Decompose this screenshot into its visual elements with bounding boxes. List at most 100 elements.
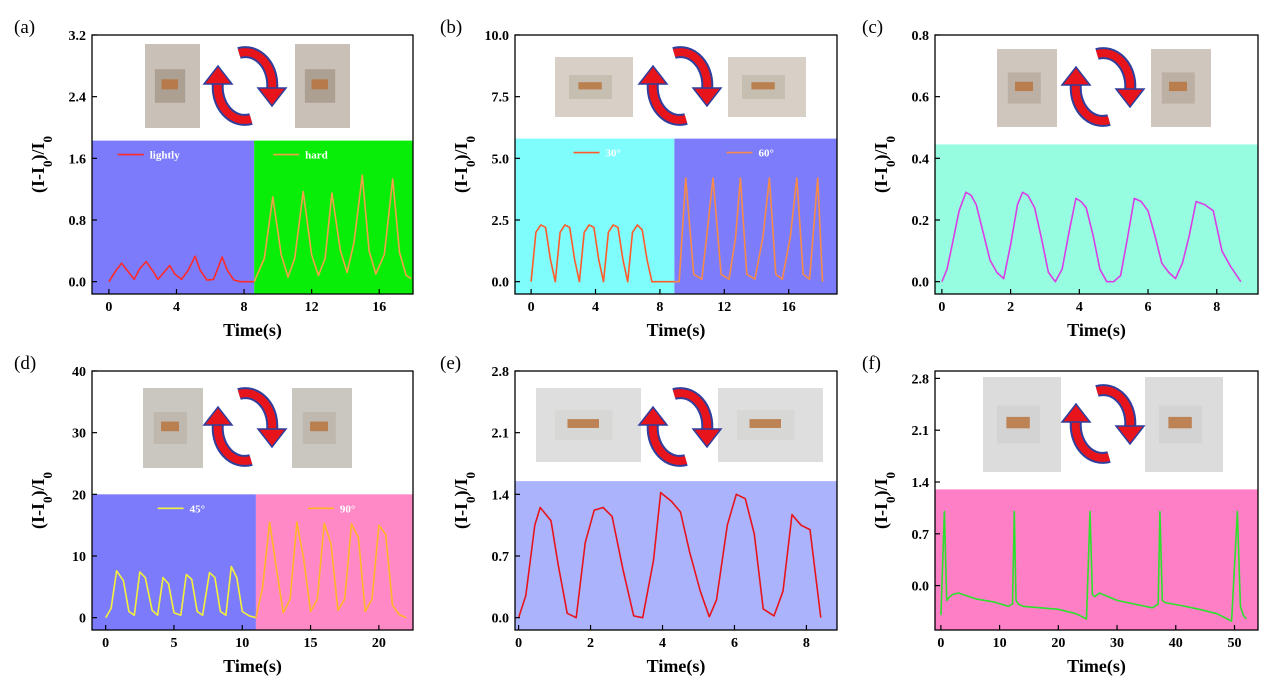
y-tick-label: 0.0 <box>492 612 510 627</box>
y-axis-title-subscript: 0 <box>40 472 55 479</box>
cycle-arrow-head <box>1114 425 1146 446</box>
y-tick-label: 0.0 <box>912 580 930 595</box>
x-tick-label: 2 <box>1007 300 1014 315</box>
sensor-flat-photo-sensor <box>1006 416 1030 429</box>
x-tick-label: 5 <box>170 636 177 651</box>
y-axis-title: (I-I0)/I0 <box>871 136 898 193</box>
x-tick-label: 16 <box>782 300 796 315</box>
cycle-arrow-head <box>202 64 234 85</box>
cycle-arrow-body <box>672 48 712 91</box>
cycle-arrow-head <box>202 405 234 426</box>
plot-frame <box>514 370 838 631</box>
chart-panel: (f) 0 10 20 30 40 50 0.0 0.7 1.4 2.1 2.8 Time(s) (I-I… <box>862 353 1259 677</box>
y-axis-title: (I-I0)/I0 <box>871 472 898 529</box>
y-tick-label: 0.8 <box>912 29 930 44</box>
y-axis-title-part: )/I <box>28 479 49 497</box>
x-tick-label: 4 <box>173 300 180 315</box>
cycle-arrow-head <box>1060 65 1092 86</box>
chart-panel: (b) 30° 60° 0 4 8 12 16 0.0 2.5 5.0 7.5 10.0 Time(s) (… <box>440 17 838 341</box>
elbow-90-degree-photo-sensor <box>310 421 328 432</box>
y-axis-title-part: (I-I <box>451 503 472 529</box>
cycle-arrow-head <box>691 87 723 108</box>
x-axis-title: Time(s) <box>1067 656 1126 677</box>
x-tick-label: 10 <box>235 636 249 651</box>
legend-label: 30° <box>606 148 621 160</box>
y-tick-label: 0.8 <box>69 214 87 229</box>
y-tick-label: 0 <box>79 612 86 627</box>
x-tick-label: 0 <box>105 300 112 315</box>
x-tick-label: 0 <box>102 636 109 651</box>
y-axis-title-subscript: 0 <box>40 161 55 168</box>
y-axis-title: (I-I0)/I0 <box>28 472 55 529</box>
cycle-arrow-body <box>1071 419 1111 462</box>
legend-label: 60° <box>759 148 774 160</box>
y-tick-label: 2.8 <box>492 365 510 380</box>
y-axis-title-subscript: 0 <box>883 472 898 479</box>
y-tick-label: 20 <box>72 488 86 503</box>
y-axis-title-subscript: 0 <box>40 497 55 504</box>
y-axis-title: (I-I0)/I0 <box>451 472 478 529</box>
cycle-arrow-body <box>1095 386 1135 429</box>
y-axis-title-subscript: 0 <box>463 497 478 504</box>
x-tick-label: 0 <box>528 300 535 315</box>
cycle-arrow-body <box>213 422 253 465</box>
plot-frame <box>91 370 414 631</box>
finger-straight-photo-sensor <box>311 79 328 90</box>
background-region <box>254 140 413 294</box>
cycle-arrow-head <box>256 87 288 108</box>
y-tick-label: 1.4 <box>492 488 510 503</box>
finger-bending-photo-sensor <box>161 79 178 90</box>
cycle-arrow-head <box>1060 402 1092 423</box>
y-tick-label: 2.1 <box>492 427 510 442</box>
plot-frame <box>514 34 838 295</box>
background-region <box>255 494 413 630</box>
y-tick-label: 2.4 <box>69 91 87 106</box>
x-tick-label: 10 <box>993 636 1007 651</box>
y-tick-label: 10 <box>72 550 86 565</box>
y-axis-title-part: )/I <box>28 143 49 161</box>
x-tick-label: 0 <box>938 300 945 315</box>
y-tick-label: 1.6 <box>69 152 87 167</box>
series-line <box>530 224 675 283</box>
cycle-arrow-head <box>1114 88 1146 109</box>
x-tick-label: 16 <box>372 300 386 315</box>
x-tick-label: 30 <box>1110 636 1124 651</box>
y-axis-title-subscript: 0 <box>463 472 478 479</box>
knee-bending-photo-sensor <box>567 419 599 428</box>
x-tick-label: 8 <box>803 636 810 651</box>
background-region <box>92 494 256 630</box>
x-tick-label: 40 <box>1169 636 1183 651</box>
x-tick-label: 6 <box>731 636 738 651</box>
x-tick-label: 15 <box>304 636 318 651</box>
y-tick-label: 40 <box>72 365 86 380</box>
series-line <box>517 491 822 619</box>
wrist-bending-photo-sensor <box>1015 81 1033 92</box>
finger-30-degree-photo-sensor <box>578 82 602 90</box>
x-tick-label: 12 <box>305 300 319 315</box>
x-tick-label: 6 <box>1145 300 1152 315</box>
cycle-arrow-head <box>691 428 723 449</box>
y-axis-title-subscript: 0 <box>463 161 478 168</box>
y-tick-label: 2.5 <box>492 214 510 229</box>
cycle-arrow-body <box>648 422 688 465</box>
x-tick-label: 8 <box>1213 300 1220 315</box>
series-line <box>105 565 257 619</box>
y-axis-title-part: )/I <box>451 143 472 161</box>
y-axis-title-part: )/I <box>451 479 472 497</box>
plot-frame <box>91 34 414 295</box>
y-axis-title-part: )/I <box>871 479 892 497</box>
y-tick-label: 0.7 <box>492 550 510 565</box>
y-tick-label: 2.8 <box>912 372 930 387</box>
y-axis-title-subscript: 0 <box>463 136 478 143</box>
y-tick-label: 0.7 <box>912 528 930 543</box>
elbow-45-degree-photo-sensor <box>161 421 179 432</box>
legend-label: 45° <box>190 503 205 515</box>
panel-label: (f) <box>862 353 881 374</box>
cycle-arrow-body <box>237 389 277 432</box>
panel-label: (b) <box>440 17 462 38</box>
x-axis-title: Time(s) <box>223 320 282 341</box>
x-tick-label: 8 <box>656 300 663 315</box>
panel-label: (e) <box>440 353 461 374</box>
cycle-arrow-head <box>256 428 288 449</box>
